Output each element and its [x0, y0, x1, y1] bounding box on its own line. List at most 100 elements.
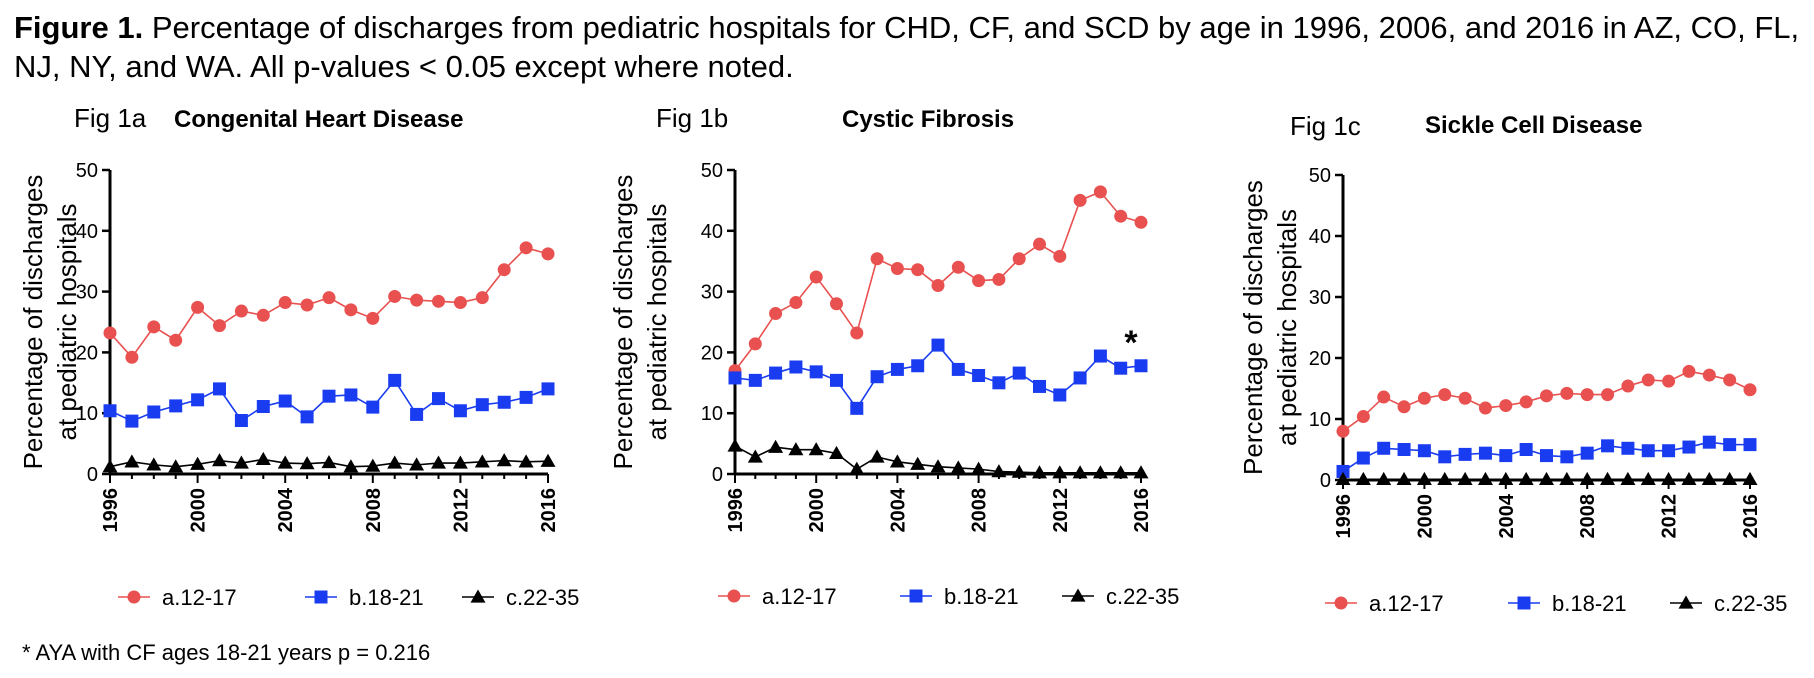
data-point — [951, 362, 965, 376]
data-point — [497, 263, 511, 277]
legend-marker — [1070, 588, 1086, 602]
data-point — [728, 371, 742, 385]
y-tick-label: 20 — [76, 342, 98, 364]
data-point — [1052, 465, 1068, 479]
data-point — [1560, 450, 1574, 464]
data-point — [519, 241, 533, 255]
series-b.18-21 — [1336, 435, 1757, 478]
data-point — [1662, 374, 1676, 388]
series-c.22-35 — [727, 438, 1149, 479]
data-point — [496, 453, 512, 467]
data-point — [1397, 443, 1411, 456]
data-point — [1012, 252, 1026, 266]
legend-marker — [314, 590, 328, 604]
data-point — [1641, 444, 1655, 458]
data-point — [474, 454, 490, 468]
data-point — [212, 453, 227, 467]
data-point — [1498, 471, 1514, 486]
y-tick-label: 30 — [76, 282, 98, 304]
data-point — [1113, 465, 1129, 479]
data-point — [789, 296, 803, 310]
data-point — [453, 296, 467, 310]
data-point — [748, 373, 762, 387]
data-point — [1438, 388, 1452, 402]
data-point — [432, 294, 445, 308]
data-point — [147, 320, 161, 334]
data-point — [497, 395, 511, 409]
y-tick-label: 30 — [701, 282, 723, 304]
y-tick-label: 40 — [1309, 226, 1331, 248]
chart-panel-2: Fig 1b Cystic Fibrosis Percentage of disch… — [608, 103, 1179, 609]
data-point — [931, 279, 945, 293]
data-point — [299, 456, 315, 470]
data-point — [1742, 471, 1758, 486]
data-point — [1416, 471, 1432, 486]
data-point — [1540, 389, 1553, 403]
data-point — [1661, 471, 1677, 486]
data-point — [322, 389, 336, 403]
data-point — [747, 449, 763, 463]
legend-label: c.22-35 — [1106, 584, 1179, 609]
series-b.18-21 — [728, 338, 1148, 415]
data-point — [1437, 471, 1453, 486]
data-point — [808, 442, 824, 456]
data-point — [1397, 400, 1411, 414]
data-point — [1539, 471, 1554, 486]
legend-marker — [127, 590, 141, 604]
y-tick-label: 20 — [1309, 348, 1331, 370]
y-tick-label: 10 — [1309, 409, 1331, 431]
data-point — [1073, 371, 1087, 385]
y-tick-label: 10 — [76, 403, 98, 425]
data-point — [972, 274, 986, 288]
data-point — [850, 326, 864, 340]
data-point — [191, 393, 205, 407]
data-point — [911, 263, 925, 277]
panel-label: Fig 1a — [74, 103, 147, 133]
data-point — [809, 365, 823, 379]
data-point — [972, 369, 986, 383]
data-point — [366, 311, 380, 325]
data-point — [1377, 441, 1391, 455]
data-point — [1702, 435, 1716, 449]
legend-marker — [909, 589, 923, 603]
data-point — [1355, 471, 1371, 486]
data-point — [931, 338, 945, 352]
data-point — [518, 454, 534, 468]
data-point — [255, 451, 271, 466]
y-tick-label: 0 — [1320, 470, 1331, 492]
data-point — [190, 456, 206, 470]
data-point — [366, 400, 380, 414]
data-point — [1601, 439, 1615, 453]
legend-label: a.12-17 — [762, 584, 837, 609]
data-point — [453, 404, 467, 418]
legend-marker — [1678, 595, 1694, 609]
y-tick-label: 40 — [76, 221, 98, 243]
data-point — [213, 382, 226, 396]
x-tick-label: 2000 — [806, 488, 828, 533]
data-point — [1134, 215, 1148, 229]
data-point — [541, 382, 555, 396]
series-a.12-17 — [103, 241, 555, 364]
data-point — [1580, 388, 1594, 402]
data-point — [950, 460, 966, 474]
data-point — [1336, 424, 1350, 438]
data-point — [889, 454, 905, 468]
data-point — [103, 326, 117, 340]
data-point — [1621, 379, 1635, 393]
y-tick-label: 40 — [701, 221, 723, 243]
data-point — [991, 464, 1007, 478]
data-point — [870, 252, 884, 266]
data-point — [1134, 359, 1148, 373]
data-point — [1053, 388, 1067, 402]
data-point — [233, 455, 249, 469]
data-point — [168, 459, 184, 473]
data-point — [1682, 364, 1696, 378]
data-point — [125, 350, 139, 364]
figure-caption: Figure 1. Percentage of discharges from … — [14, 8, 1804, 86]
data-point — [1093, 349, 1107, 363]
data-point — [387, 455, 403, 469]
data-point — [475, 291, 489, 305]
data-point — [125, 414, 139, 428]
data-point — [727, 438, 743, 452]
data-point — [849, 461, 865, 475]
